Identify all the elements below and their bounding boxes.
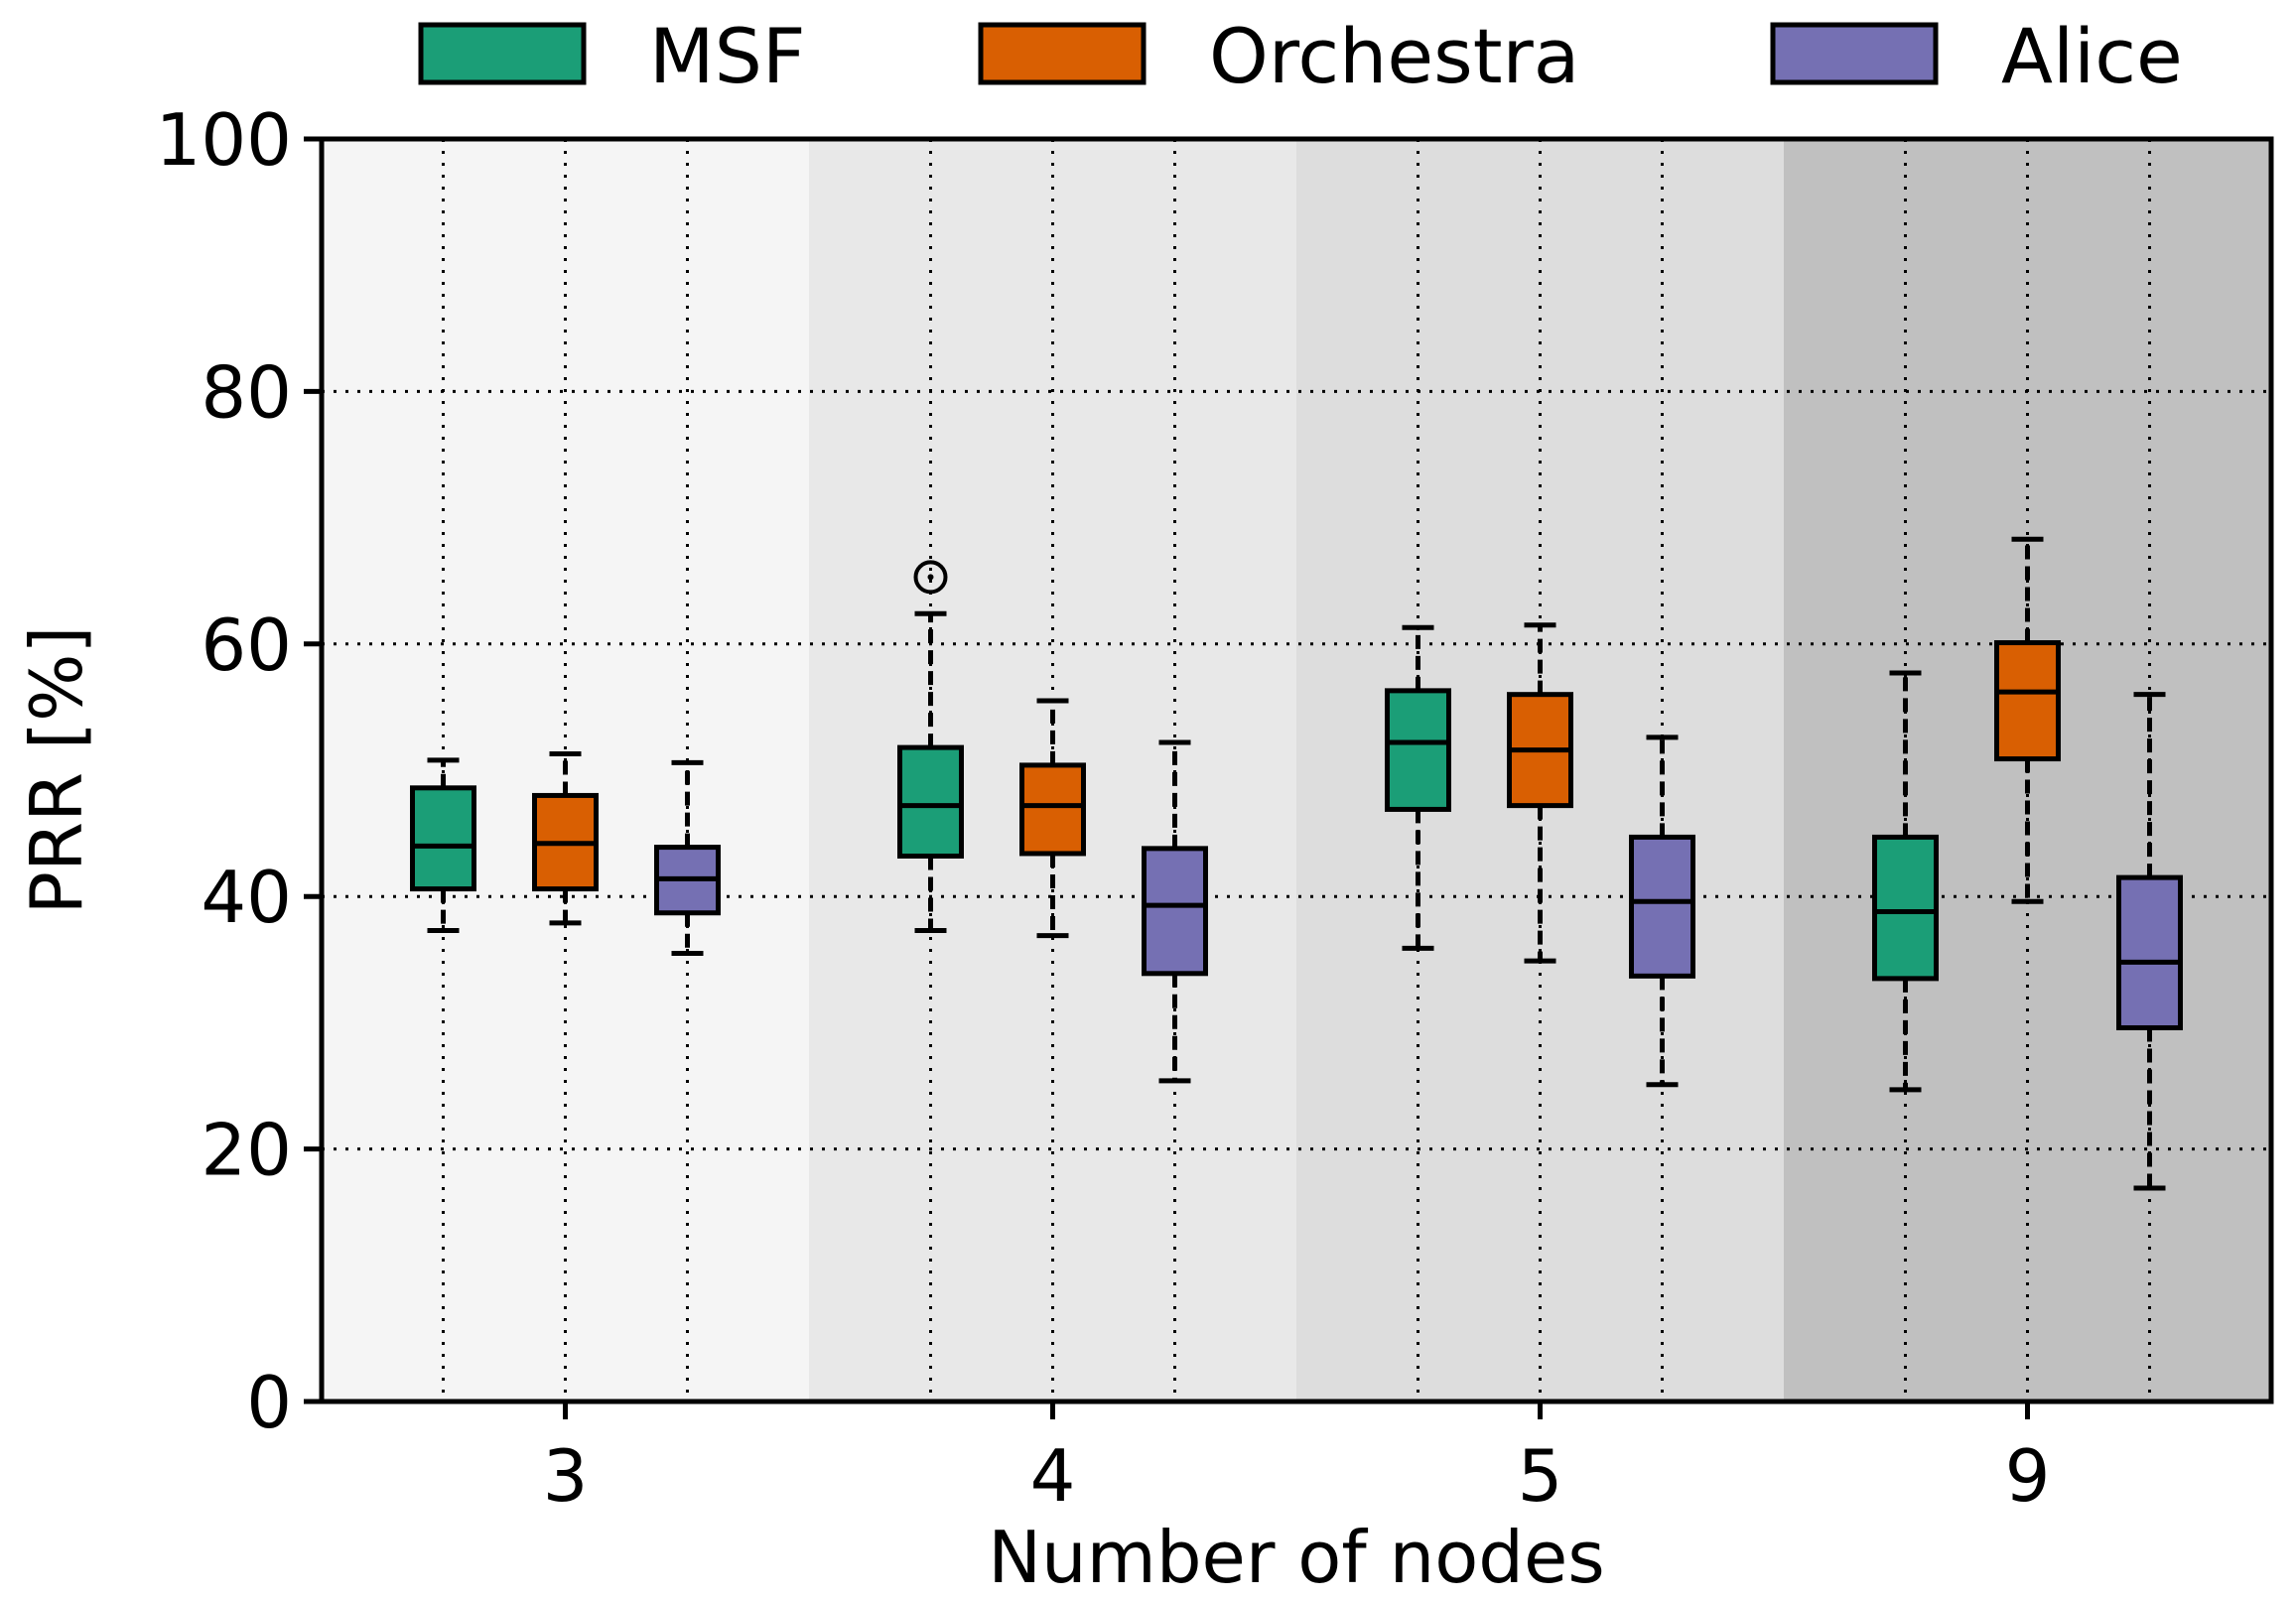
box-iqr xyxy=(2116,874,2183,1030)
x-tick-label: 3 xyxy=(543,1434,589,1518)
x-axis-label: Number of nodes xyxy=(988,1516,1605,1599)
y-axis-label: PRR [%] xyxy=(15,626,98,915)
box-iqr xyxy=(1385,688,1451,812)
box-orchestra-3 xyxy=(532,750,599,926)
box-msf-4 xyxy=(897,560,964,934)
x-tick-label: 5 xyxy=(1518,1434,1563,1518)
legend-label-msf: MSF xyxy=(649,12,806,100)
legend-swatch-alice xyxy=(1770,22,1939,85)
y-tick-label: 40 xyxy=(201,856,292,939)
outlier-point-center xyxy=(927,574,934,581)
box-plots xyxy=(410,536,2183,1191)
box-msf-5 xyxy=(1385,624,1451,951)
box-iqr xyxy=(1142,846,1208,977)
box-alice-4 xyxy=(1142,739,1208,1084)
outlier-point xyxy=(913,560,948,595)
y-tick-label: 20 xyxy=(201,1109,292,1192)
y-tick-label: 0 xyxy=(246,1361,292,1444)
y-tick-label: 60 xyxy=(201,603,292,687)
x-tick-label: 9 xyxy=(2005,1434,2051,1518)
box-alice-5 xyxy=(1629,734,1695,1088)
legend-swatch-msf xyxy=(418,22,587,85)
x-tick-label: 4 xyxy=(1030,1434,1076,1518)
plot-frame xyxy=(319,136,2274,1404)
box-iqr xyxy=(1019,762,1086,857)
box-orchestra-4 xyxy=(1019,698,1086,939)
legend-swatch-orchestra xyxy=(978,22,1147,85)
box-alice-9 xyxy=(2116,692,2183,1191)
y-tick-label: 100 xyxy=(156,98,292,182)
box-alice-3 xyxy=(654,759,721,956)
legend: MSF Orchestra Alice xyxy=(418,12,2183,100)
box-msf-3 xyxy=(410,757,476,934)
box-iqr xyxy=(1994,640,2061,762)
box-orchestra-5 xyxy=(1507,622,1573,964)
box-orchestra-9 xyxy=(1994,536,2061,904)
legend-label-alice: Alice xyxy=(2001,12,2183,100)
box-iqr xyxy=(1629,834,1695,979)
legend-label-orchestra: Orchestra xyxy=(1209,12,1579,100)
box-iqr xyxy=(897,744,964,859)
box-iqr xyxy=(410,785,476,892)
y-tick-label: 80 xyxy=(201,350,292,434)
box-msf-9 xyxy=(1872,670,1939,1093)
box-iqr xyxy=(1872,834,1939,982)
group-backgrounds xyxy=(322,139,2271,1402)
axes: 0 20 40 60 80 100 3 4 5 9 xyxy=(156,98,2274,1518)
